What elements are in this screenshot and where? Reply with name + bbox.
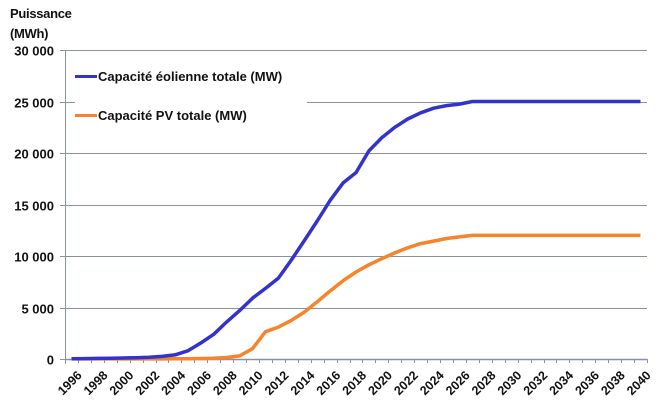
x-tick-label: 1998 (81, 368, 111, 398)
x-tick-label: 2038 (598, 368, 628, 398)
x-tick-label: 2028 (469, 368, 499, 398)
y-axis-title-line-1: Puissance (10, 6, 72, 21)
x-axis: 1996199820002002200420062008201020122014… (55, 358, 654, 398)
x-tick-label: 2026 (443, 368, 473, 398)
x-tick-label: 2010 (236, 368, 266, 398)
x-tick-label: 2034 (547, 368, 577, 398)
y-tick-label: 30 000 (14, 44, 54, 59)
x-tick-label: 2012 (262, 368, 292, 398)
x-tick-label: 2006 (184, 368, 214, 398)
legend-swatch-pv (75, 113, 97, 117)
y-axis-title: Puissance (MWh) (10, 4, 72, 44)
x-tick-label: 2036 (572, 368, 602, 398)
legend-item-wind: Capacité éolienne totale (MW) (75, 66, 307, 86)
x-tick-label: 2018 (340, 368, 370, 398)
x-tick-label: 2032 (521, 368, 551, 398)
y-tick-label: 20 000 (14, 147, 54, 162)
y-tick-label: 15 000 (14, 199, 54, 214)
y-axis: 0 5 000 10 000 15 000 20 000 25 000 30 000 (14, 44, 66, 368)
series-line (71, 99, 641, 361)
x-tick-label: 2022 (391, 368, 421, 398)
y-tick-label: 5 000 (21, 302, 54, 317)
x-tick-label: 2000 (107, 368, 137, 398)
x-tick-label: 2030 (495, 368, 525, 398)
legend-swatch-wind (75, 74, 97, 78)
legend-label-wind: Capacité éolienne totale (MW) (98, 68, 283, 84)
data-series (71, 99, 641, 361)
y-tick-label: 10 000 (14, 250, 54, 265)
y-tick-label: 0 (47, 353, 54, 368)
legend: Capacité éolienne totale (MW) Capacité P… (75, 66, 307, 144)
x-tick-label: 1996 (55, 368, 85, 398)
series-line (71, 233, 641, 361)
x-tick-label: 2040 (624, 368, 654, 398)
x-tick-label: 2002 (133, 368, 163, 398)
legend-item-pv: Capacité PV totale (MW) (75, 105, 307, 125)
x-tick-label: 2008 (210, 368, 240, 398)
y-axis-title-line-2: (MWh) (10, 26, 49, 41)
x-tick-label: 2004 (159, 368, 189, 398)
x-tick-label: 2014 (288, 368, 318, 398)
legend-label-pv: Capacité PV totale (MW) (98, 107, 247, 123)
x-tick-label: 2020 (365, 368, 395, 398)
x-tick-label: 2024 (417, 368, 447, 398)
x-tick-label: 2016 (314, 368, 344, 398)
y-tick-label: 25 000 (14, 96, 54, 111)
